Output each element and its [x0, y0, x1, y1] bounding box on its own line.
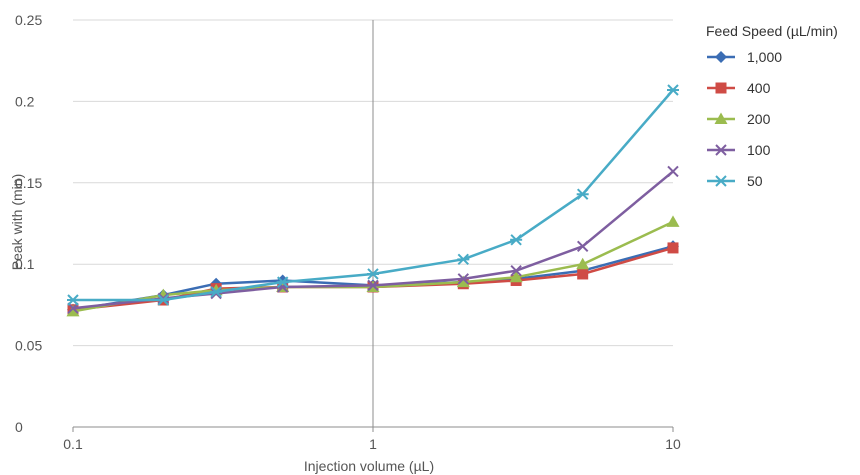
y-axis-title: Peak with (min): [9, 174, 25, 270]
x-tick-label: 0.1: [63, 436, 83, 452]
series-100-point: [157, 292, 170, 305]
series-50-point: [667, 84, 679, 96]
series-200-point: [509, 270, 523, 283]
series-200-point: [576, 257, 590, 270]
x-axis-title: Injection volume (µL): [304, 458, 434, 474]
legend-marker: [715, 82, 727, 94]
legend-label: 400: [747, 80, 771, 96]
series-100-point: [667, 165, 679, 178]
series-50-point: [210, 286, 223, 298]
legend-title: Feed Speed (µL/min): [706, 23, 838, 39]
y-tick-label: 0.2: [15, 93, 35, 109]
series-50-point: [276, 276, 289, 288]
series-100-point: [576, 240, 589, 252]
legend-label: 100: [747, 142, 771, 158]
y-tick-label: 0.1: [15, 256, 35, 272]
axes: [72, 20, 674, 432]
y-tick-label: 0.25: [15, 12, 42, 28]
y-tick-label: 0: [15, 419, 23, 435]
series-50-point: [367, 268, 379, 280]
series-400-point: [667, 242, 679, 254]
series-100-point: [367, 279, 379, 292]
legend-marker: [715, 175, 727, 187]
series-100-point: [457, 273, 470, 285]
legend-label: 1,000: [747, 49, 782, 65]
series-100-point: [510, 265, 522, 277]
series-50-point: [67, 294, 79, 306]
series-200-point: [456, 275, 470, 288]
y-tick-label: 0.15: [15, 175, 42, 191]
legend-label: 50: [747, 173, 763, 189]
x-tick-label: 1: [369, 436, 377, 452]
series-group: [66, 84, 680, 317]
series-50-point: [457, 253, 470, 266]
series-50-point: [157, 294, 170, 306]
series-200-point: [666, 215, 680, 227]
series-100-point: [67, 302, 79, 314]
y-tick-label: 0.05: [15, 338, 42, 354]
legend-marker: [715, 144, 727, 156]
series-50-point: [510, 234, 523, 246]
series-50-point: [576, 188, 589, 200]
series-200-point: [66, 304, 80, 317]
legend-marker: [714, 112, 728, 124]
series-400-point: [577, 268, 589, 280]
tick-labels: 0 0.05 0.1 0.15 0.2 0.25 0.1 1 10: [15, 12, 681, 452]
legend-marker: [715, 51, 727, 63]
legend-label: 200: [747, 111, 771, 127]
legend: Feed Speed (µL/min) 1,000 400 200 100 50: [706, 23, 838, 189]
x-tick-label: 10: [665, 436, 681, 452]
